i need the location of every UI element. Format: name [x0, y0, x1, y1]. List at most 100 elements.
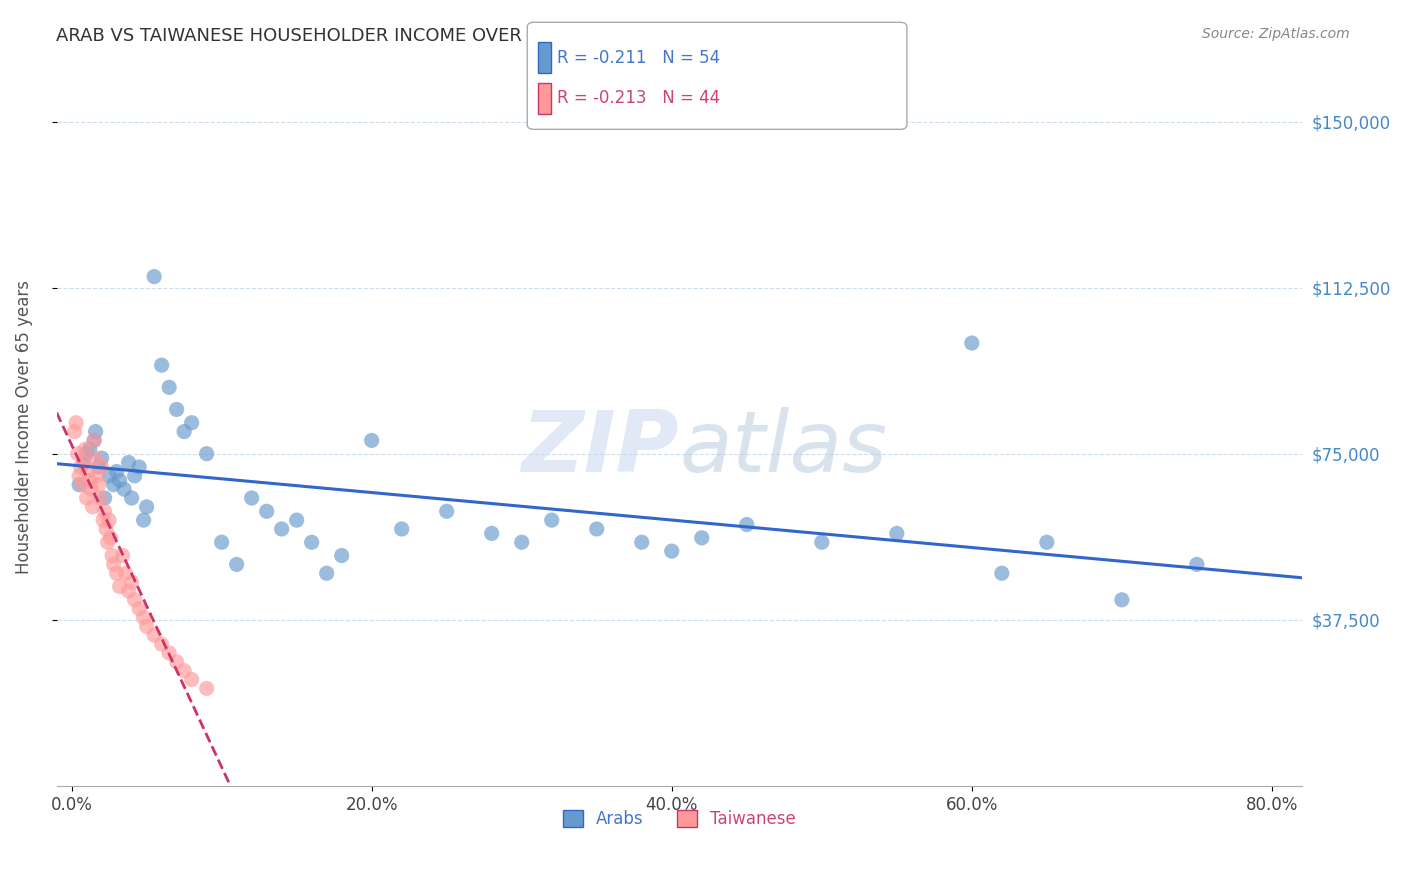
Arabs	[391, 522, 413, 536]
Arabs	[195, 447, 218, 461]
Arabs	[105, 465, 128, 479]
Taiwanese	[135, 619, 157, 633]
Taiwanese	[108, 580, 131, 594]
Arabs	[98, 468, 121, 483]
Taiwanese	[77, 465, 100, 479]
Taiwanese	[79, 473, 101, 487]
Arabs	[87, 460, 110, 475]
Text: R = -0.213   N = 44: R = -0.213 N = 44	[557, 89, 720, 107]
Taiwanese	[94, 522, 117, 536]
Arabs	[960, 336, 983, 351]
Arabs	[661, 544, 683, 558]
Arabs	[166, 402, 188, 417]
Taiwanese	[84, 451, 107, 466]
Taiwanese	[128, 601, 150, 615]
Arabs	[121, 491, 143, 505]
Arabs	[360, 434, 382, 448]
Arabs	[143, 269, 166, 284]
Taiwanese	[86, 468, 108, 483]
Taiwanese	[90, 460, 112, 475]
Taiwanese	[93, 504, 115, 518]
Arabs	[124, 468, 146, 483]
Taiwanese	[65, 416, 87, 430]
Taiwanese	[132, 610, 155, 624]
Arabs	[103, 477, 125, 491]
Taiwanese	[173, 664, 195, 678]
Arabs	[117, 456, 139, 470]
Arabs	[211, 535, 233, 549]
Arabs	[1185, 558, 1208, 572]
Taiwanese	[150, 637, 173, 651]
Taiwanese	[103, 558, 125, 572]
Taiwanese	[82, 500, 104, 514]
Taiwanese	[121, 575, 143, 590]
Taiwanese	[72, 456, 94, 470]
Taiwanese	[180, 673, 202, 687]
Arabs	[76, 447, 98, 461]
Arabs	[690, 531, 713, 545]
Arabs	[285, 513, 308, 527]
Arabs	[991, 566, 1014, 581]
Taiwanese	[117, 584, 139, 599]
Taiwanese	[100, 531, 122, 545]
Taiwanese	[75, 442, 97, 457]
Arabs	[330, 549, 353, 563]
Arabs	[436, 504, 458, 518]
Taiwanese	[63, 425, 86, 439]
Arabs	[630, 535, 652, 549]
Text: ZIP: ZIP	[522, 407, 679, 491]
Taiwanese	[101, 549, 124, 563]
Arabs	[1036, 535, 1059, 549]
Legend: Arabs, Taiwanese: Arabs, Taiwanese	[555, 804, 803, 835]
Arabs	[256, 504, 278, 518]
Arabs	[225, 558, 247, 572]
Taiwanese	[166, 655, 188, 669]
Arabs	[132, 513, 155, 527]
Arabs	[83, 434, 105, 448]
Arabs	[270, 522, 292, 536]
Arabs	[301, 535, 323, 549]
Arabs	[540, 513, 562, 527]
Taiwanese	[67, 468, 90, 483]
Taiwanese	[83, 434, 105, 448]
Taiwanese	[98, 513, 121, 527]
Taiwanese	[80, 482, 103, 496]
Taiwanese	[69, 460, 91, 475]
Taiwanese	[143, 628, 166, 642]
Arabs	[108, 473, 131, 487]
Arabs	[79, 442, 101, 457]
Text: atlas: atlas	[679, 407, 887, 491]
Taiwanese	[66, 447, 89, 461]
Taiwanese	[111, 549, 134, 563]
Taiwanese	[114, 566, 136, 581]
Taiwanese	[105, 566, 128, 581]
Y-axis label: Householder Income Over 65 years: Householder Income Over 65 years	[15, 280, 32, 574]
Arabs	[112, 482, 135, 496]
Arabs	[67, 477, 90, 491]
Arabs	[585, 522, 607, 536]
Arabs	[810, 535, 832, 549]
Arabs	[84, 425, 107, 439]
Arabs	[135, 500, 157, 514]
Arabs	[315, 566, 337, 581]
Arabs	[173, 425, 195, 439]
Arabs	[72, 456, 94, 470]
Text: Source: ZipAtlas.com: Source: ZipAtlas.com	[1202, 27, 1350, 41]
Taiwanese	[124, 592, 146, 607]
Arabs	[157, 380, 180, 394]
Arabs	[128, 460, 150, 475]
Taiwanese	[195, 681, 218, 696]
Text: R = -0.211   N = 54: R = -0.211 N = 54	[557, 49, 720, 67]
Taiwanese	[87, 477, 110, 491]
Arabs	[240, 491, 263, 505]
Arabs	[510, 535, 533, 549]
Arabs	[735, 517, 758, 532]
Taiwanese	[157, 646, 180, 660]
Arabs	[481, 526, 503, 541]
Taiwanese	[70, 477, 93, 491]
Taiwanese	[76, 491, 98, 505]
Arabs	[180, 416, 202, 430]
Arabs	[93, 491, 115, 505]
Arabs	[150, 358, 173, 372]
Arabs	[886, 526, 908, 541]
